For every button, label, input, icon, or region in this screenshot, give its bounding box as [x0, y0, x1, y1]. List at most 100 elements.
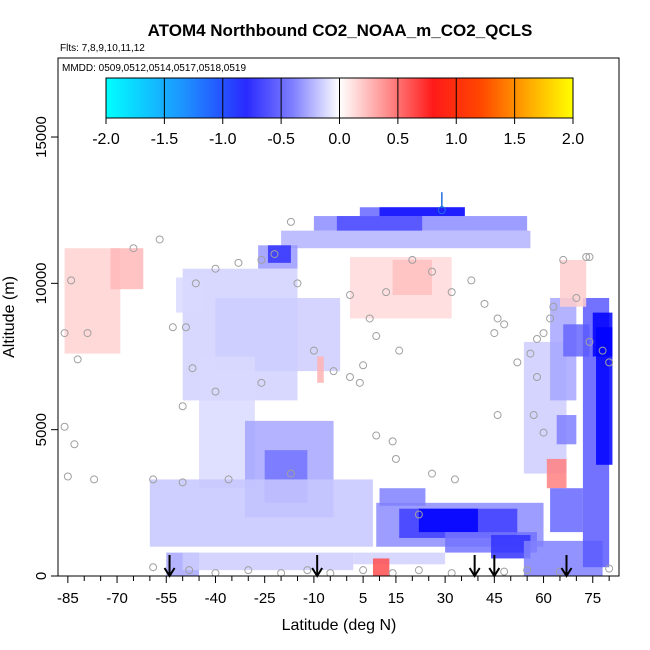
- sample-point: [549, 302, 558, 311]
- sample-point: [67, 276, 76, 285]
- sample-point: [129, 244, 138, 253]
- heatmap-cell: [546, 458, 567, 489]
- sample-point: [211, 569, 220, 576]
- y-tick-label: 10000: [33, 262, 50, 304]
- sample-point: [211, 387, 220, 396]
- colorbar-tick-label: 0.0: [328, 131, 350, 148]
- sample-point: [480, 299, 489, 308]
- sample-point: [447, 569, 456, 576]
- colorbar-tick-label: -2.0: [92, 131, 120, 148]
- sample-point: [513, 358, 522, 367]
- x-tick-label: 15: [388, 590, 405, 607]
- sample-point: [309, 346, 318, 355]
- sample-point: [257, 378, 266, 387]
- x-tick-label: 60: [535, 590, 552, 607]
- sample-point: [372, 332, 381, 341]
- sample-point: [365, 314, 374, 323]
- sample-point: [493, 314, 502, 323]
- sample-point: [60, 329, 69, 338]
- sample-point: [605, 564, 614, 573]
- sample-point: [345, 291, 354, 300]
- sample-point: [467, 276, 476, 285]
- chart-title: ATOM4 Northbound CO2_NOAA_m_CO2_QCLS: [148, 21, 533, 40]
- colorbar-tick-label: 2.0: [562, 131, 584, 148]
- top-marker-point: [437, 206, 446, 215]
- y-axis: 0 5000 10000 15000: [33, 116, 58, 580]
- sample-point: [359, 361, 368, 370]
- sample-point: [359, 566, 368, 575]
- sample-point: [414, 510, 423, 519]
- y-axis-label: Altitude (m): [1, 276, 18, 358]
- sample-point: [168, 323, 177, 332]
- x-tick-label: -85: [57, 590, 79, 607]
- sample-point: [546, 314, 555, 323]
- sample-point: [582, 253, 591, 262]
- x-tick-label: -40: [205, 590, 227, 607]
- heatmap-cell: [550, 488, 583, 533]
- sample-point: [539, 428, 548, 437]
- sample-point: [277, 569, 286, 576]
- sample-point: [605, 358, 614, 367]
- sample-point: [500, 320, 509, 329]
- y-tick-label: 15000: [33, 116, 50, 158]
- x-axis-label: Latitude (deg N): [282, 617, 397, 634]
- sample-point: [155, 235, 164, 244]
- heatmap-cell: [149, 479, 373, 547]
- flights-label: Flts: 7,8,9,10,11,12: [60, 43, 145, 54]
- heatmap-cell: [392, 259, 432, 296]
- sample-point: [490, 329, 499, 338]
- sample-point: [500, 567, 509, 576]
- sample-point: [382, 288, 391, 297]
- sample-point: [90, 475, 99, 484]
- colorbar-ticks: -2.0 -1.5 -1.0 -0.5 0.0 0.5 1.0 1.5 2.0: [92, 78, 584, 148]
- heatmap-cell: [267, 245, 291, 263]
- sample-point: [191, 279, 200, 288]
- heatmap-cell: [317, 356, 324, 383]
- sample-point: [598, 346, 607, 355]
- sample-point: [414, 566, 423, 575]
- heatmap-cell: [110, 248, 144, 290]
- sample-point: [329, 367, 338, 376]
- x-tick-label: -10: [303, 590, 325, 607]
- sample-point: [372, 431, 381, 440]
- flight-arrow: [468, 555, 481, 578]
- x-tick-label: 30: [437, 590, 454, 607]
- sample-point: [532, 334, 541, 343]
- dates-label: MMDD: 0509,0512,0514,0517,0518,0519: [62, 63, 246, 74]
- sample-point: [185, 566, 194, 575]
- sample-point: [244, 566, 253, 575]
- sample-point: [493, 411, 502, 420]
- colorbar-tick-label: 1.0: [445, 131, 467, 148]
- sample-point: [395, 346, 404, 355]
- sample-point: [178, 478, 187, 487]
- sample-point: [83, 329, 92, 338]
- sample-point: [539, 329, 548, 338]
- sample-point: [585, 337, 594, 346]
- sample-point: [345, 372, 354, 381]
- heatmap-cell: [353, 552, 446, 565]
- sample-point: [234, 258, 243, 267]
- x-tick-label: -25: [254, 590, 276, 607]
- sample-point: [181, 323, 190, 332]
- sample-point: [388, 437, 397, 446]
- heatmap-cell: [176, 277, 203, 313]
- sample-point: [286, 469, 295, 478]
- sample-point: [532, 372, 541, 381]
- colorbar-tick-label: -1.0: [209, 131, 237, 148]
- sample-point: [585, 253, 594, 262]
- sample-point: [428, 267, 436, 276]
- colorbar-tick-label: 1.5: [504, 131, 526, 148]
- sample-point: [149, 563, 158, 572]
- sample-point: [149, 475, 158, 484]
- x-axis: -85 -70 -55 -40 -25 -10 5 15 30 45 60 75: [57, 576, 610, 607]
- sample-point: [286, 217, 295, 226]
- colorbar-tick-label: -0.5: [267, 131, 295, 148]
- sample-point: [526, 349, 535, 358]
- heatmap-cell: [379, 207, 465, 217]
- sample-point: [408, 255, 417, 264]
- sample-point: [293, 279, 302, 288]
- sample-point: [559, 255, 568, 264]
- colorbar-tick-label: -1.5: [151, 131, 179, 148]
- sample-point: [529, 411, 538, 420]
- sample-point: [73, 355, 82, 364]
